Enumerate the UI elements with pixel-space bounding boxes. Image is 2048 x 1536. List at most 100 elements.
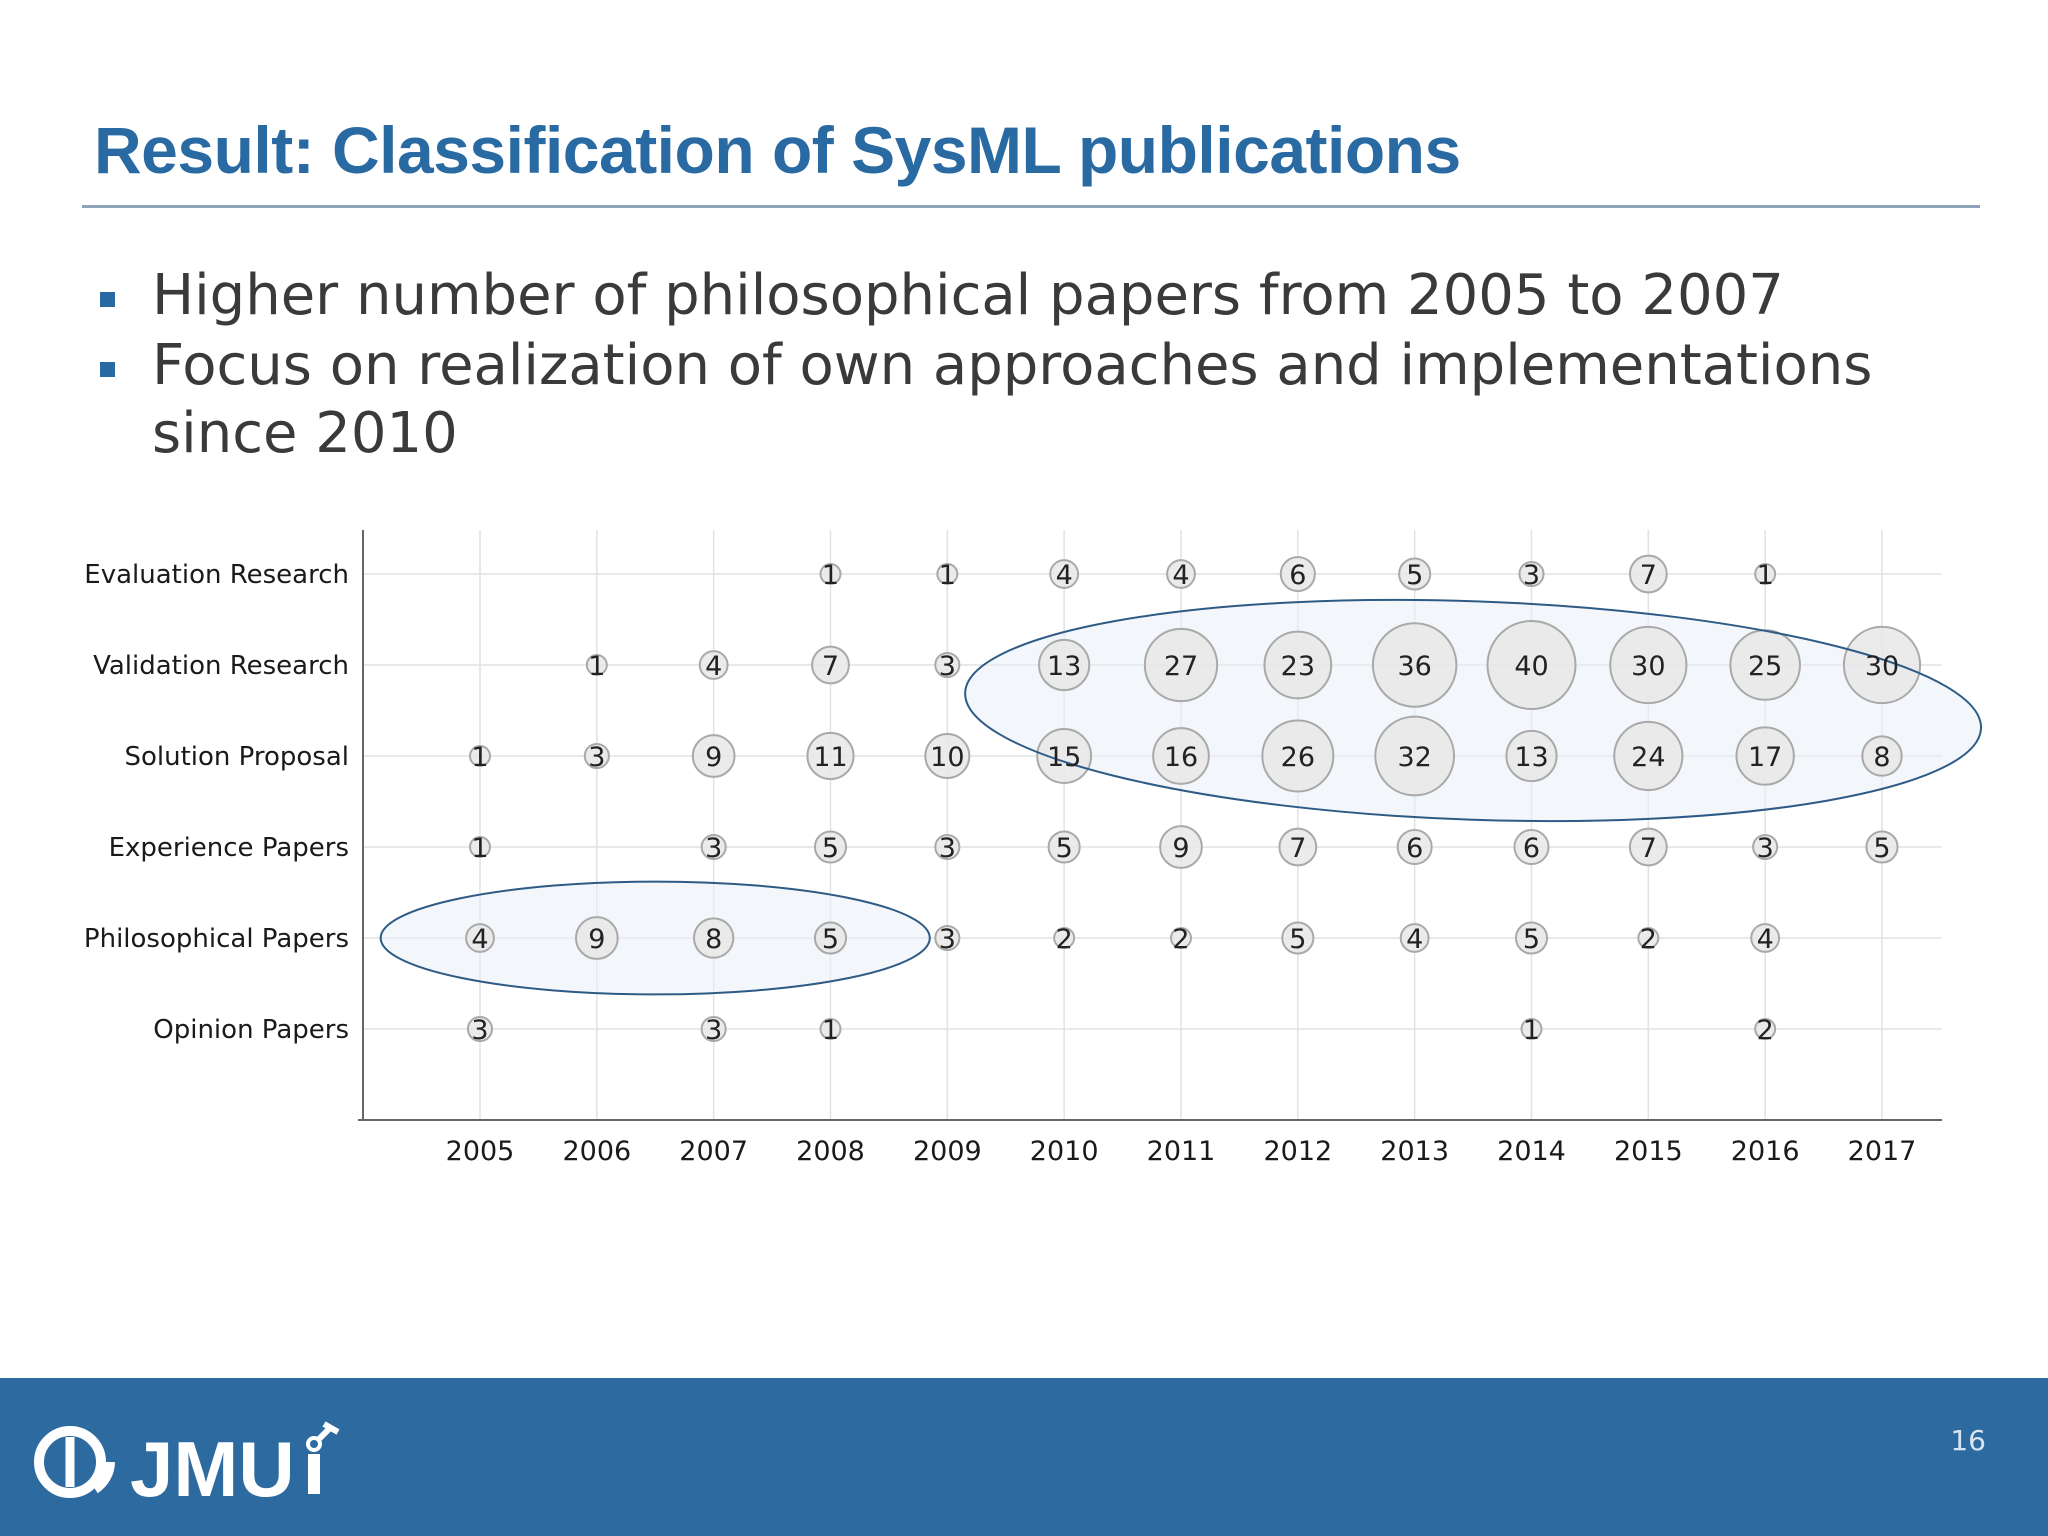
data-bubble (1520, 1018, 1543, 1040)
bubble-value-label: 1 (471, 742, 488, 773)
bubble-value-label: 7 (1289, 833, 1306, 864)
footer-bar: JMU 16 (0, 1378, 2048, 1536)
data-bubble (934, 651, 961, 679)
data-bubble (1735, 726, 1795, 786)
data-bubble (806, 731, 855, 781)
data-bubble (1053, 927, 1076, 949)
data-bubble (934, 924, 961, 952)
bubble-value-label: 1 (822, 1015, 839, 1046)
bubble-value-label: 8 (705, 924, 722, 955)
data-bubble (700, 1015, 727, 1043)
bubble-value-label: 5 (1289, 924, 1306, 955)
bubble-value-label: 15 (1047, 742, 1081, 773)
data-bubble (691, 734, 736, 778)
data-bubble (1170, 927, 1192, 949)
bubble-value-label: 3 (939, 924, 956, 955)
y-tick-label: Validation Research (93, 651, 349, 681)
x-tick-label: 2005 (446, 1136, 515, 1167)
data-bubble (1398, 557, 1432, 591)
data-bubble (1637, 927, 1660, 949)
data-bubble (1505, 729, 1558, 783)
bubble-value-label: 1 (1523, 1015, 1540, 1046)
bubble-value-label: 2 (1172, 924, 1189, 955)
data-bubble (1514, 921, 1549, 955)
bubble-value-label: 6 (1289, 560, 1306, 591)
bubble-value-label: 4 (705, 651, 722, 682)
y-tick-label: Opinion Papers (153, 1015, 349, 1045)
data-bubble (1166, 559, 1196, 589)
bubble-value-label: 5 (822, 924, 839, 955)
x-tick-label: 2009 (913, 1136, 982, 1167)
data-bubble (819, 563, 842, 585)
x-tick-label: 2016 (1731, 1136, 1800, 1167)
y-tick-label: Solution Proposal (124, 742, 349, 772)
data-bubble (1152, 727, 1210, 785)
data-bubble (1628, 827, 1668, 867)
x-tick-label: 2006 (562, 1136, 631, 1167)
data-bubble (813, 921, 848, 955)
data-bubble (1261, 719, 1335, 793)
data-bubble (466, 1015, 494, 1043)
data-bubble (469, 745, 491, 767)
bullet-text: Focus on realization of own approaches a… (152, 333, 1873, 466)
bubble-value-label: 13 (1047, 651, 1081, 682)
bubble-value-label: 11 (813, 742, 847, 773)
bullet-square-icon (100, 362, 115, 377)
highlight-ellipse (380, 881, 930, 995)
bubble-value-label: 25 (1748, 651, 1782, 682)
data-bubble (1750, 923, 1781, 953)
title-divider (82, 205, 1980, 208)
data-bubble (698, 650, 729, 680)
data-bubble (1865, 830, 1899, 864)
bubble-value-label: 5 (1523, 924, 1540, 955)
data-bubble (1049, 559, 1080, 589)
bubble-value-label: 26 (1281, 742, 1315, 773)
data-bubble (1281, 921, 1315, 955)
bubble-value-label: 8 (1873, 742, 1890, 773)
bullet-item: Focus on realization of own approaches a… (96, 332, 1896, 468)
bubble-value-label: 32 (1397, 742, 1431, 773)
bubble-value-label: 16 (1164, 742, 1198, 773)
bubble-value-label: 7 (822, 651, 839, 682)
data-bubble (465, 923, 495, 953)
data-bubble (692, 917, 735, 959)
bubble-value-label: 4 (1056, 560, 1073, 591)
data-bubble (924, 733, 971, 779)
bubble-value-label: 17 (1748, 742, 1782, 773)
data-bubble (1279, 555, 1316, 593)
bubble-value-label: 1 (822, 560, 839, 591)
bubble-value-label: 27 (1164, 651, 1198, 682)
bubble-value-label: 30 (1631, 651, 1665, 682)
svg-text:JMU: JMU (130, 1425, 295, 1510)
highlight-ellipse-outline (964, 598, 1983, 823)
bubble-value-label: 23 (1281, 651, 1315, 682)
bubble-value-label: 4 (471, 924, 488, 955)
x-tick-label: 2012 (1263, 1136, 1332, 1167)
bubble-value-label: 13 (1514, 742, 1548, 773)
x-tick-label: 2013 (1380, 1136, 1449, 1167)
data-bubble (1371, 622, 1458, 708)
bubble-value-label: 5 (1056, 833, 1073, 864)
bubble-value-label: 4 (1406, 924, 1423, 955)
bubble-value-label: 1 (1757, 560, 1774, 591)
data-bubble (1754, 563, 1777, 585)
bubble-value-label: 3 (939, 833, 956, 864)
bubble-value-label: 40 (1514, 651, 1548, 682)
university-logo: JMU (18, 1410, 358, 1515)
data-bubble (1374, 715, 1456, 797)
bubble-value-label: 5 (1873, 833, 1890, 864)
bullet-text: Higher number of philosophical papers fr… (152, 263, 1784, 328)
x-tick-label: 2010 (1030, 1136, 1099, 1167)
data-bubble (1396, 828, 1433, 866)
data-bubble (1513, 828, 1550, 866)
bubble-value-label: 5 (822, 833, 839, 864)
highlight-ellipse (965, 599, 1982, 822)
bubble-value-label: 1 (588, 651, 605, 682)
y-tick-label: Philosophical Papers (84, 924, 349, 954)
data-bubble (469, 836, 491, 858)
data-bubble (1036, 728, 1093, 784)
data-bubble (1278, 827, 1318, 867)
bubble-value-label: 3 (1757, 833, 1774, 864)
bubble-value-label: 3 (588, 742, 605, 773)
bubble-chart-container: 1 1 4 4 6 5 3 7 1 1 4 7 3 13 27 23 36 40 30 25 30 1 3 9 11 10 15 16… (0, 500, 2048, 1200)
